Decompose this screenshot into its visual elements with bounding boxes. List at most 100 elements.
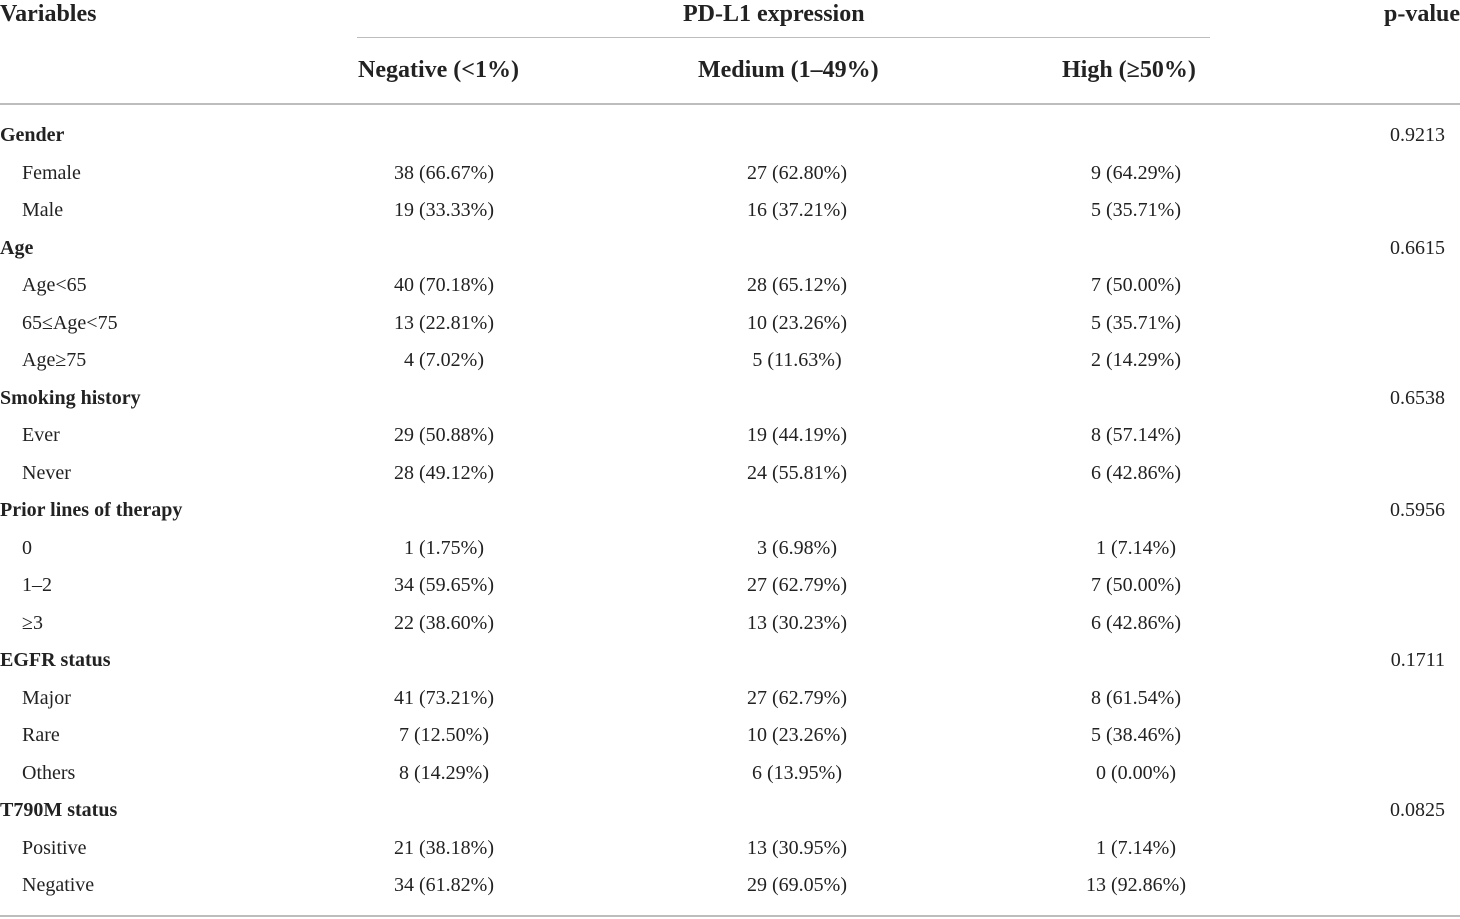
high-cell: 1 (7.14%) bbox=[1096, 836, 1176, 859]
negative-cell: 22 (38.60%) bbox=[394, 611, 494, 634]
row-label: 65≤Age<75 bbox=[22, 311, 118, 334]
high-cell: 5 (38.46%) bbox=[1091, 724, 1181, 746]
medium-cell: 13 (30.95%) bbox=[747, 836, 847, 859]
group-row: Age 0.6615 bbox=[0, 230, 1460, 268]
medium-cell: 6 (13.95%) bbox=[752, 761, 842, 784]
negative-cell: 40 (70.18%) bbox=[394, 274, 494, 296]
group-label: Prior lines of therapy bbox=[0, 499, 183, 521]
group-row: Prior lines of therapy 0.5956 bbox=[0, 492, 1460, 530]
group-label: Smoking history bbox=[0, 386, 141, 409]
high-cell: 1 (7.14%) bbox=[1096, 536, 1176, 559]
table-row: Age≥75 4 (7.02%) 5 (11.63%) 2 (14.29%) bbox=[0, 342, 1460, 380]
negative-cell: 38 (66.67%) bbox=[394, 161, 494, 184]
negative-cell: 13 (22.81%) bbox=[394, 311, 494, 334]
high-cell: 0 (0.00%) bbox=[1096, 761, 1176, 784]
negative-cell: 7 (12.50%) bbox=[399, 724, 489, 746]
group-label: Gender bbox=[0, 124, 65, 146]
group-row: EGFR status 0.1711 bbox=[0, 642, 1460, 680]
p-value-cell: 0.0825 bbox=[1390, 799, 1445, 821]
table-row: Female 38 (66.67%) 27 (62.80%) 9 (64.29%) bbox=[0, 155, 1460, 193]
table-row: Others 8 (14.29%) 6 (13.95%) 0 (0.00%) bbox=[0, 755, 1460, 793]
table-row: Rare 7 (12.50%) 10 (23.26%) 5 (38.46%) bbox=[0, 717, 1460, 755]
row-label: Never bbox=[22, 461, 71, 484]
negative-cell: 19 (33.33%) bbox=[394, 199, 494, 221]
medium-cell: 27 (62.80%) bbox=[747, 161, 847, 184]
table-row: 0 1 (1.75%) 3 (6.98%) 1 (7.14%) bbox=[0, 530, 1460, 568]
high-cell: 5 (35.71%) bbox=[1091, 199, 1181, 221]
medium-cell: 5 (11.63%) bbox=[752, 349, 842, 371]
column-header-medium: Medium (1–49%) bbox=[698, 57, 879, 83]
high-cell: 7 (50.00%) bbox=[1091, 574, 1181, 596]
negative-cell: 34 (59.65%) bbox=[394, 574, 494, 596]
row-label: Negative bbox=[22, 874, 95, 896]
medium-cell: 10 (23.26%) bbox=[747, 311, 847, 334]
group-label: EGFR status bbox=[0, 649, 111, 671]
table-row: Never 28 (49.12%) 24 (55.81%) 6 (42.86%) bbox=[0, 455, 1460, 493]
medium-cell: 24 (55.81%) bbox=[747, 461, 847, 484]
high-cell: 8 (61.54%) bbox=[1091, 686, 1181, 709]
row-label: 1–2 bbox=[22, 574, 52, 596]
group-row: T790M status 0.0825 bbox=[0, 792, 1460, 830]
row-label: Age<65 bbox=[22, 274, 87, 296]
row-label: Others bbox=[22, 761, 76, 784]
row-label: Male bbox=[22, 199, 64, 221]
medium-cell: 3 (6.98%) bbox=[757, 536, 837, 559]
table-row: Age<65 40 (70.18%) 28 (65.12%) 7 (50.00%) bbox=[0, 267, 1460, 305]
p-value-header: p-value bbox=[1383, 1, 1460, 27]
table-row: 1–2 34 (59.65%) 27 (62.79%) 7 (50.00%) bbox=[0, 567, 1460, 605]
group-row: Smoking history 0.6538 bbox=[0, 380, 1460, 418]
table-row: Major 41 (73.21%) 27 (62.79%) 8 (61.54%) bbox=[0, 680, 1460, 718]
medium-cell: 29 (69.05%) bbox=[747, 874, 847, 896]
row-label: Positive bbox=[22, 836, 87, 859]
high-cell: 6 (42.86%) bbox=[1091, 611, 1181, 634]
pd-l1-expression-header: PD-L1 expression bbox=[683, 1, 865, 27]
table-row: Negative 34 (61.82%) 29 (69.05%) 13 (92.86%… bbox=[0, 867, 1460, 905]
negative-cell: 29 (50.88%) bbox=[394, 424, 494, 446]
group-row: Gender 0.9213 bbox=[0, 117, 1460, 155]
table-row: Male 19 (33.33%) 16 (37.21%) 5 (35.71%) bbox=[0, 192, 1460, 230]
p-value-cell: 0.6615 bbox=[1390, 236, 1445, 259]
table-row: Ever 29 (50.88%) 19 (44.19%) 8 (57.14%) bbox=[0, 417, 1460, 455]
medium-cell: 13 (30.23%) bbox=[747, 611, 847, 634]
row-label: Female bbox=[22, 161, 81, 184]
row-label: 0 bbox=[22, 536, 32, 559]
high-cell: 13 (92.86%) bbox=[1086, 874, 1186, 896]
negative-cell: 21 (38.18%) bbox=[394, 836, 494, 859]
negative-cell: 8 (14.29%) bbox=[399, 761, 489, 784]
group-label: Age bbox=[0, 236, 34, 259]
p-value-cell: 0.9213 bbox=[1390, 124, 1445, 146]
row-label: Ever bbox=[22, 424, 60, 446]
group-label: T790M status bbox=[0, 799, 118, 821]
table-row: ≥3 22 (38.60%) 13 (30.23%) 6 (42.86%) bbox=[0, 605, 1460, 643]
row-label: Rare bbox=[22, 724, 60, 746]
row-label: ≥3 bbox=[22, 611, 43, 634]
negative-cell: 1 (1.75%) bbox=[404, 536, 484, 559]
medium-cell: 27 (62.79%) bbox=[747, 686, 847, 709]
column-header-negative: Negative (<1%) bbox=[358, 57, 519, 83]
row-label: Age≥75 bbox=[22, 349, 87, 371]
high-cell: 5 (35.71%) bbox=[1091, 311, 1181, 334]
negative-cell: 28 (49.12%) bbox=[394, 461, 494, 484]
high-cell: 8 (57.14%) bbox=[1091, 424, 1181, 446]
medium-cell: 16 (37.21%) bbox=[747, 199, 847, 221]
high-cell: 6 (42.86%) bbox=[1091, 461, 1181, 484]
negative-cell: 34 (61.82%) bbox=[394, 874, 494, 896]
row-label: Major bbox=[22, 686, 71, 709]
table-row: Positive 21 (38.18%) 13 (30.95%) 1 (7.14%) bbox=[0, 830, 1460, 868]
p-value-cell: 0.1711 bbox=[1390, 649, 1445, 671]
table-bottom-rule bbox=[0, 915, 1460, 917]
table-body: Gender 0.9213 Female 38 (66.67%) 27 (62.80%)… bbox=[0, 117, 1460, 905]
variables-header: Variables bbox=[0, 1, 97, 27]
negative-cell: 4 (7.02%) bbox=[404, 349, 484, 371]
medium-cell: 28 (65.12%) bbox=[747, 274, 847, 296]
p-value-cell: 0.6538 bbox=[1390, 386, 1445, 409]
negative-cell: 41 (73.21%) bbox=[394, 686, 494, 709]
high-cell: 9 (64.29%) bbox=[1091, 161, 1181, 184]
p-value-cell: 0.5956 bbox=[1390, 499, 1445, 521]
medium-cell: 10 (23.26%) bbox=[747, 724, 847, 746]
column-header-high: High (≥50%) bbox=[1062, 57, 1196, 83]
group-header-rule bbox=[357, 37, 1210, 38]
table-row: 65≤Age<75 13 (22.81%) 10 (23.26%) 5 (35.71%… bbox=[0, 305, 1460, 343]
high-cell: 2 (14.29%) bbox=[1091, 349, 1181, 371]
medium-cell: 27 (62.79%) bbox=[747, 574, 847, 596]
